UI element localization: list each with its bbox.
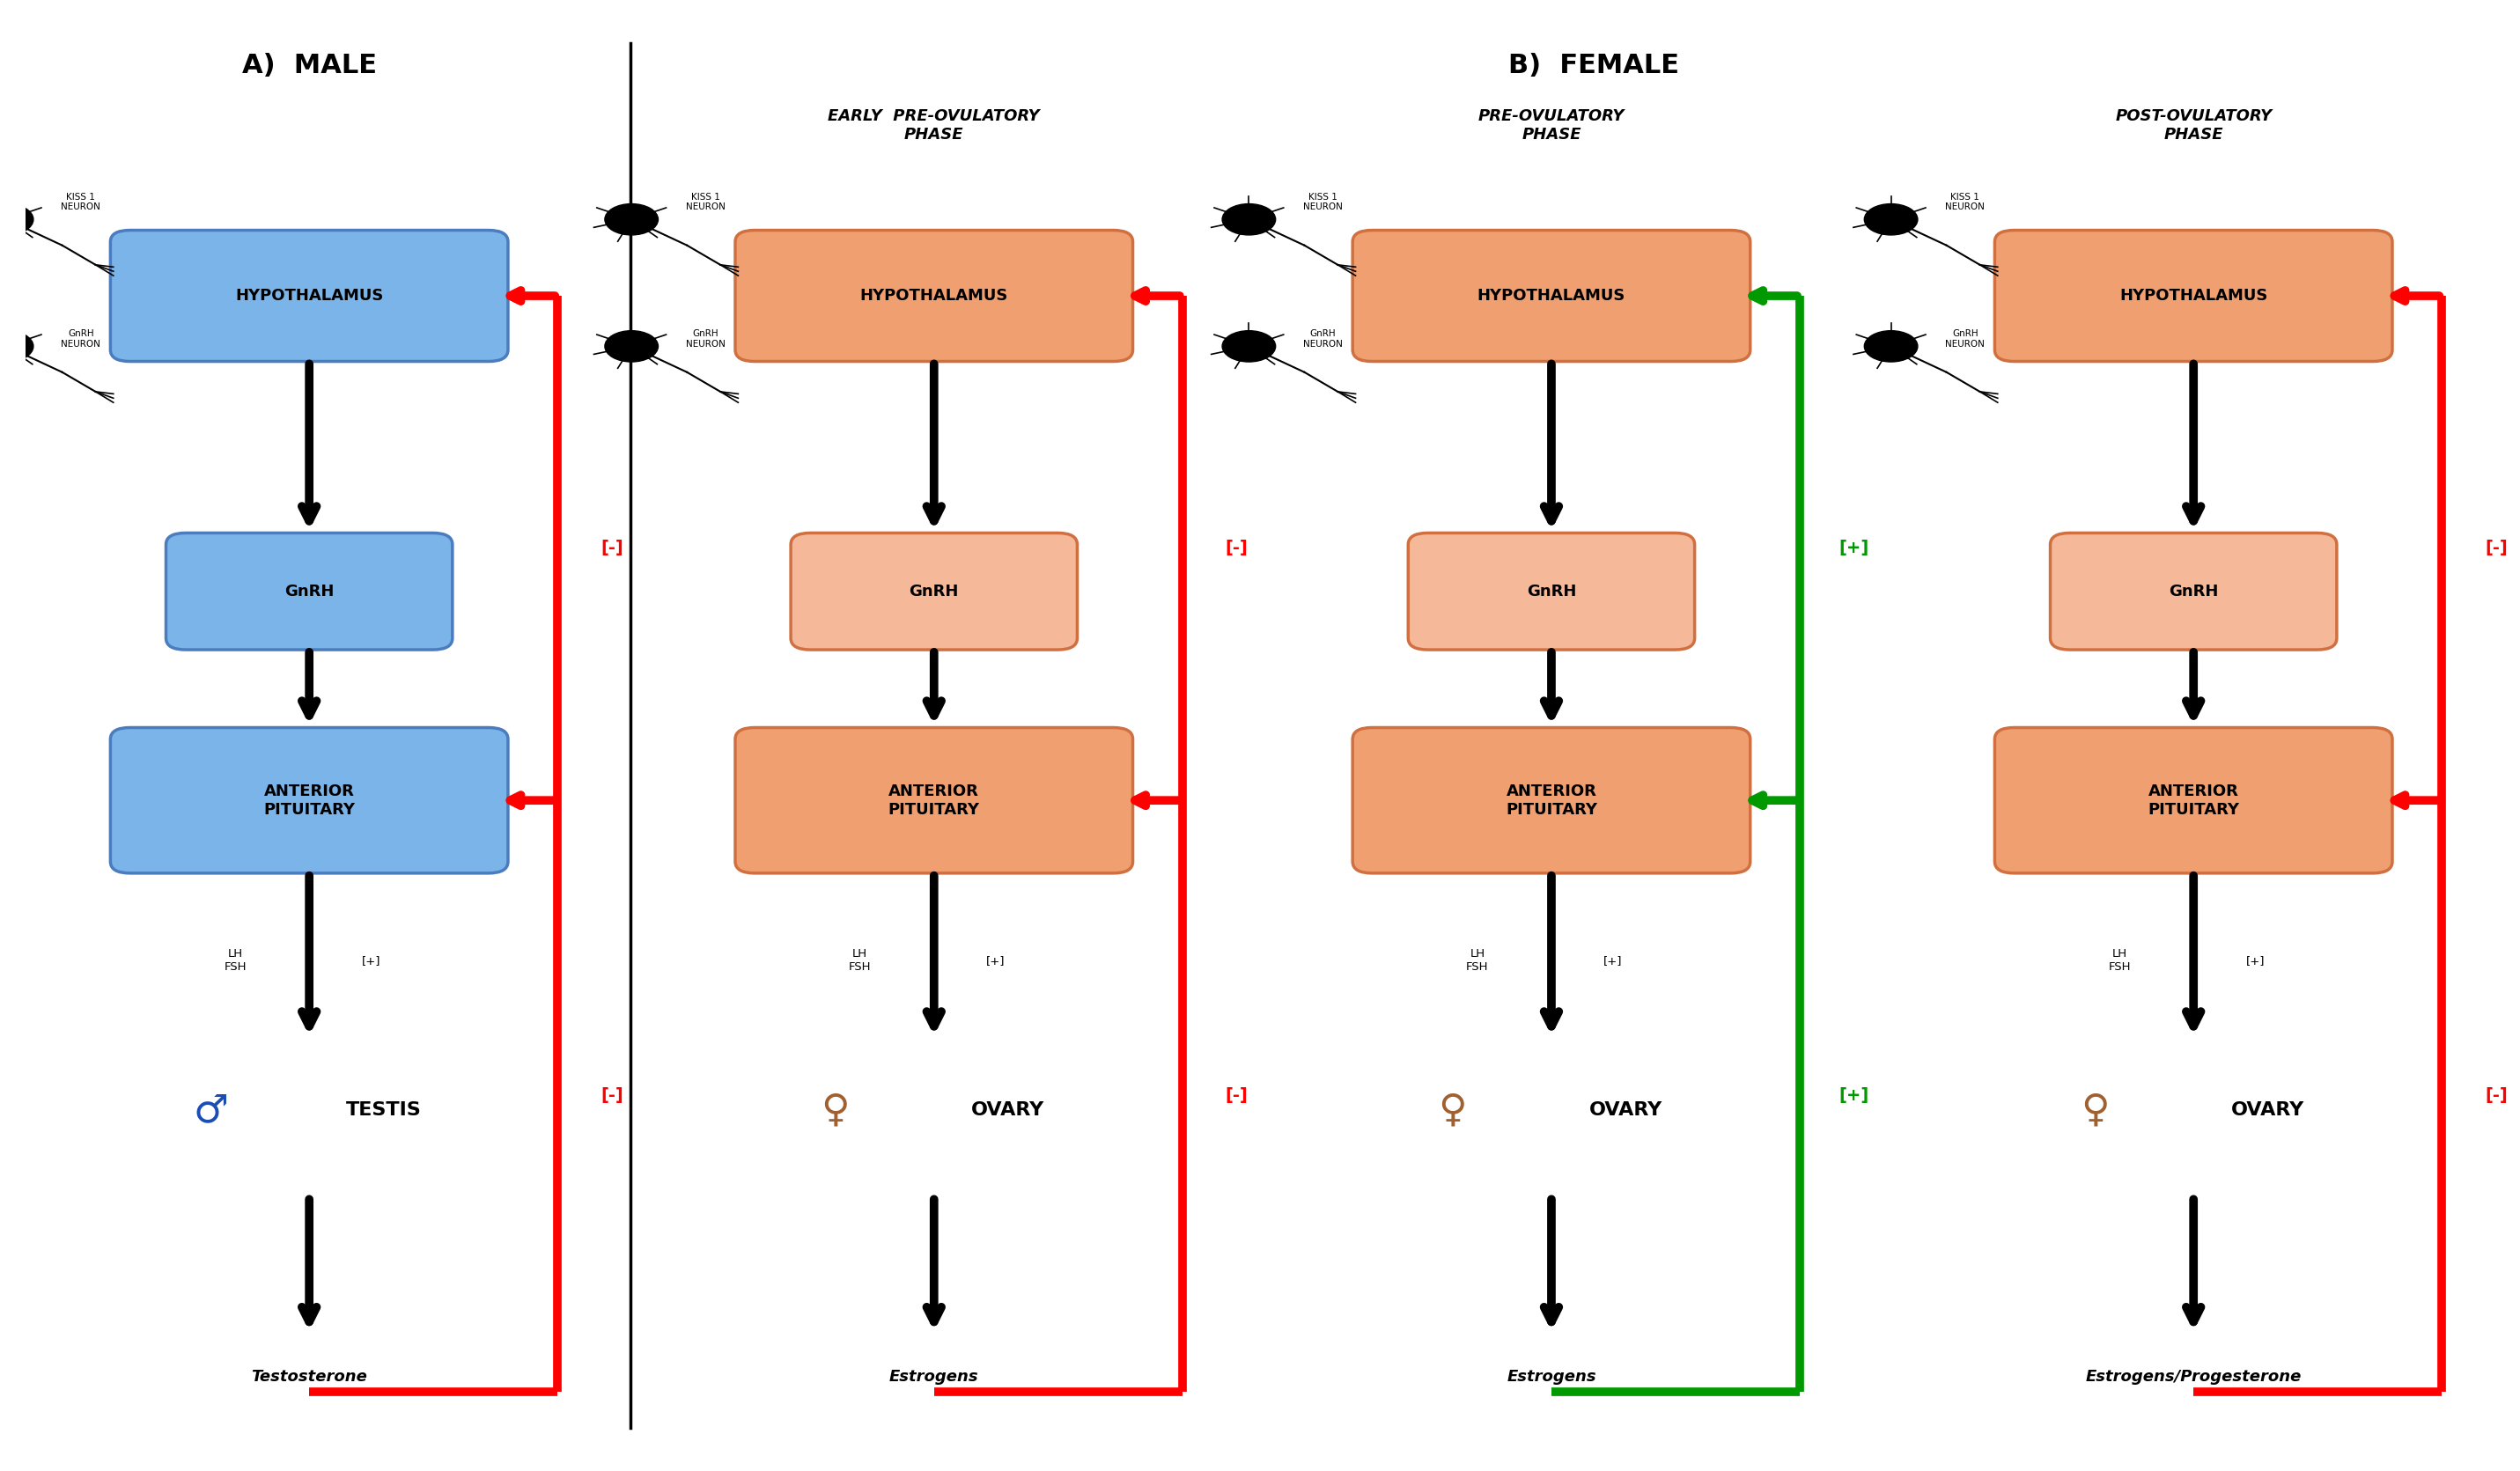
Text: GnRH: GnRH	[1527, 584, 1575, 599]
Text: KISS 1
NEURON: KISS 1 NEURON	[60, 193, 101, 212]
Text: PRE-OVULATORY
PHASE: PRE-OVULATORY PHASE	[1479, 109, 1625, 143]
Text: OVARY: OVARY	[970, 1102, 1046, 1119]
Text: ANTERIOR
PITUITARY: ANTERIOR PITUITARY	[1504, 783, 1598, 818]
Text: [-]: [-]	[2485, 1087, 2507, 1105]
Text: [+]: [+]	[2245, 955, 2265, 966]
Text: [-]: [-]	[600, 540, 622, 556]
Circle shape	[605, 204, 658, 235]
Text: GnRH
NEURON: GnRH NEURON	[1945, 330, 1986, 349]
Text: LH
FSH: LH FSH	[224, 949, 247, 974]
Text: [+]: [+]	[1840, 540, 1870, 556]
Text: HYPOTHALAMUS: HYPOTHALAMUS	[234, 288, 383, 303]
Text: LH
FSH: LH FSH	[849, 949, 872, 974]
Text: ♂: ♂	[194, 1091, 227, 1130]
Text: [-]: [-]	[2485, 540, 2507, 556]
Text: Estrogens: Estrogens	[890, 1370, 978, 1384]
Text: TESTIS: TESTIS	[345, 1102, 421, 1119]
FancyBboxPatch shape	[166, 533, 454, 650]
Text: LH
FSH: LH FSH	[2109, 949, 2129, 974]
Text: [-]: [-]	[1225, 1087, 1247, 1105]
Text: GnRH
NEURON: GnRH NEURON	[1303, 330, 1343, 349]
Text: Estrogens: Estrogens	[1507, 1370, 1595, 1384]
Text: KISS 1
NEURON: KISS 1 NEURON	[1303, 193, 1343, 212]
FancyBboxPatch shape	[1996, 231, 2391, 362]
FancyBboxPatch shape	[791, 533, 1076, 650]
Text: ANTERIOR
PITUITARY: ANTERIOR PITUITARY	[265, 783, 355, 818]
FancyBboxPatch shape	[2051, 533, 2336, 650]
FancyBboxPatch shape	[111, 231, 509, 362]
FancyBboxPatch shape	[736, 231, 1134, 362]
Text: GnRH: GnRH	[2170, 584, 2218, 599]
Text: ♀: ♀	[822, 1091, 849, 1130]
FancyBboxPatch shape	[1353, 231, 1751, 362]
Text: LH
FSH: LH FSH	[1467, 949, 1489, 974]
Text: ♀: ♀	[2082, 1091, 2109, 1130]
Text: HYPOTHALAMUS: HYPOTHALAMUS	[859, 288, 1008, 303]
Text: GnRH
NEURON: GnRH NEURON	[60, 330, 101, 349]
Text: KISS 1
NEURON: KISS 1 NEURON	[685, 193, 726, 212]
Circle shape	[0, 204, 33, 235]
Text: ANTERIOR
PITUITARY: ANTERIOR PITUITARY	[2147, 783, 2240, 818]
FancyBboxPatch shape	[1996, 728, 2391, 874]
Text: [+]: [+]	[1840, 1087, 1870, 1105]
Text: EARLY  PRE-OVULATORY
PHASE: EARLY PRE-OVULATORY PHASE	[829, 109, 1041, 143]
Circle shape	[1222, 204, 1275, 235]
Text: [+]: [+]	[1603, 955, 1623, 966]
Text: OVARY: OVARY	[2230, 1102, 2303, 1119]
FancyBboxPatch shape	[111, 728, 509, 874]
Circle shape	[1865, 204, 1918, 235]
Circle shape	[1865, 331, 1918, 362]
Text: GnRH
NEURON: GnRH NEURON	[685, 330, 726, 349]
Text: [+]: [+]	[360, 955, 381, 966]
FancyBboxPatch shape	[736, 728, 1134, 874]
Circle shape	[0, 331, 33, 362]
Text: KISS 1
NEURON: KISS 1 NEURON	[1945, 193, 1986, 212]
Circle shape	[605, 331, 658, 362]
Circle shape	[1222, 331, 1275, 362]
Text: GnRH: GnRH	[910, 584, 958, 599]
Text: [-]: [-]	[600, 1087, 622, 1105]
Text: HYPOTHALAMUS: HYPOTHALAMUS	[1477, 288, 1625, 303]
FancyBboxPatch shape	[1353, 728, 1751, 874]
Text: ♀: ♀	[1439, 1091, 1467, 1130]
Text: HYPOTHALAMUS: HYPOTHALAMUS	[2119, 288, 2268, 303]
Text: GnRH: GnRH	[285, 584, 335, 599]
Text: B)  FEMALE: B) FEMALE	[1507, 53, 1678, 78]
Text: Estrogens/Progesterone: Estrogens/Progesterone	[2087, 1370, 2301, 1384]
Text: A)  MALE: A) MALE	[242, 53, 375, 78]
Text: POST-OVULATORY
PHASE: POST-OVULATORY PHASE	[2114, 109, 2273, 143]
Text: [-]: [-]	[1225, 540, 1247, 556]
FancyBboxPatch shape	[1409, 533, 1693, 650]
Text: OVARY: OVARY	[1588, 1102, 1663, 1119]
Text: Testosterone: Testosterone	[252, 1370, 368, 1384]
Text: [+]: [+]	[985, 955, 1005, 966]
Text: ANTERIOR
PITUITARY: ANTERIOR PITUITARY	[887, 783, 980, 818]
